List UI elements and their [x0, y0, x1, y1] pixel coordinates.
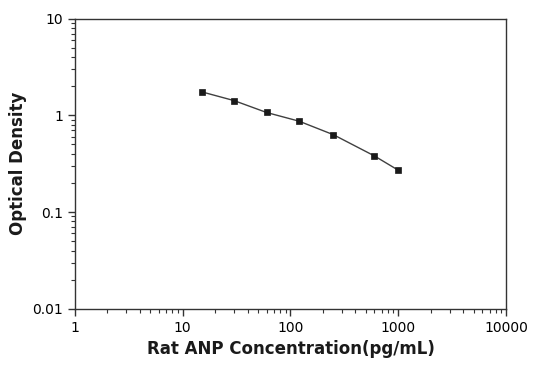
- X-axis label: Rat ANP Concentration(pg/mL): Rat ANP Concentration(pg/mL): [147, 340, 434, 358]
- Y-axis label: Optical Density: Optical Density: [9, 92, 27, 235]
